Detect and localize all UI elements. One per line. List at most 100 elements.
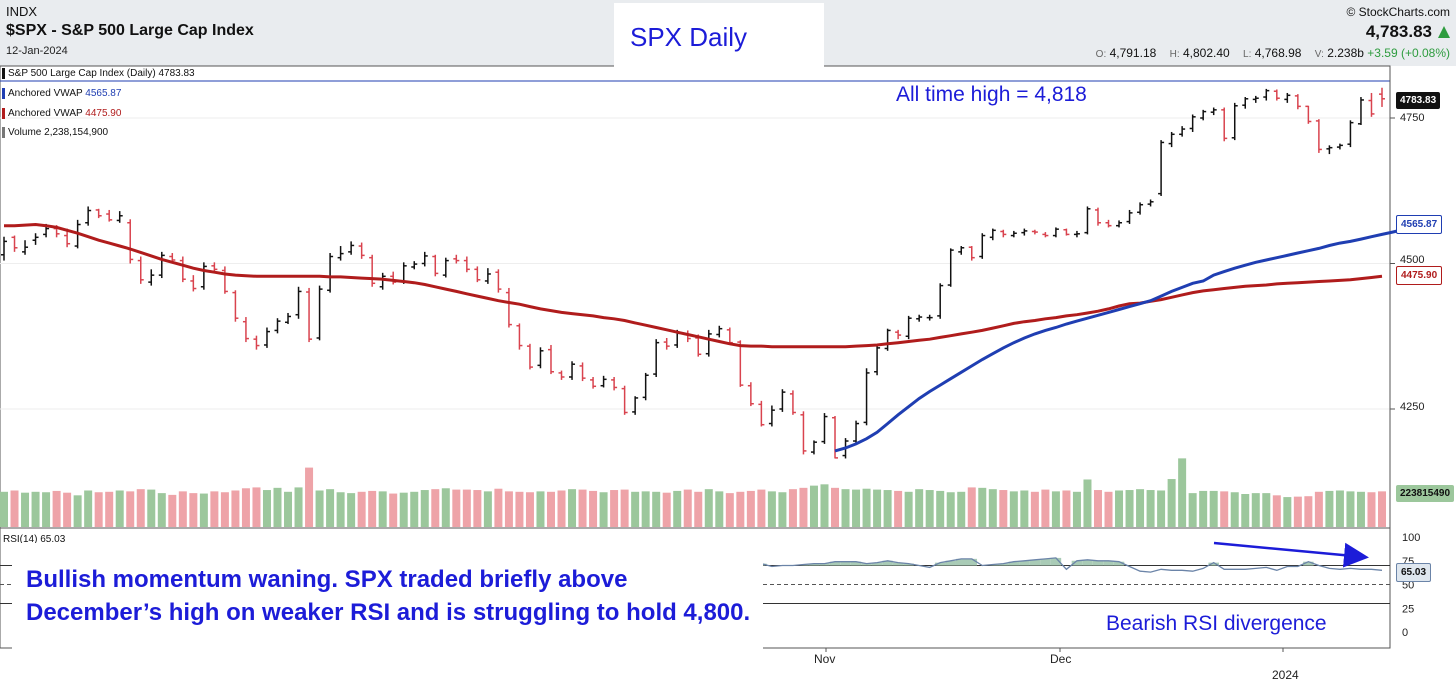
rsi-overbought-fill xyxy=(1050,557,1062,566)
volume-bar xyxy=(1030,491,1039,527)
rsi-overbought-fill xyxy=(1019,560,1030,566)
volume-bar xyxy=(915,489,924,527)
volume-bar xyxy=(894,490,903,527)
volume-bar xyxy=(126,491,135,527)
open-value: 4,791.18 xyxy=(1109,46,1157,60)
vwap-blue-tag: 4565.87 xyxy=(1396,215,1443,234)
volume-bar xyxy=(284,491,293,527)
rsi-overbought-fill xyxy=(1040,558,1051,566)
volume-bar xyxy=(452,489,461,527)
volume-bar xyxy=(1136,489,1145,527)
volume-bar xyxy=(873,489,882,527)
high-value: 4,802.40 xyxy=(1182,46,1230,60)
legend-vwap-blue: Anchored VWAP 4565.87 xyxy=(2,88,121,99)
volume-bar xyxy=(904,491,913,527)
volume-bar xyxy=(999,490,1008,527)
x-tick-label: Nov xyxy=(814,652,836,666)
rsi-overbought-fill xyxy=(840,561,851,566)
volume-bar xyxy=(31,491,40,527)
rsi-label: RSI(14) 65.03 xyxy=(3,534,66,545)
volume-bar xyxy=(399,492,408,527)
volume-bar xyxy=(1241,494,1250,527)
vwap-blue-line xyxy=(834,223,1425,453)
volume-bar xyxy=(841,489,850,527)
volume-bar xyxy=(746,490,755,527)
volume-bar xyxy=(788,489,797,527)
rsi-value-tag: 65.03 xyxy=(1396,563,1432,582)
volume-bar xyxy=(978,487,987,527)
volume-bar xyxy=(1167,479,1176,527)
volume-bar xyxy=(988,489,997,527)
legend-price-text: S&P 500 Large Cap Index (Daily) 4783.83 xyxy=(8,68,195,80)
rsi-overbought-fill xyxy=(1092,560,1104,566)
all-time-high-note: All time high = 4,818 xyxy=(896,83,1087,106)
volume-bar xyxy=(483,491,492,527)
title-box: SPX Daily xyxy=(614,3,824,67)
volume-bar xyxy=(115,490,124,527)
rsi-axis-tick: 100 xyxy=(1402,532,1420,544)
volume-bar xyxy=(441,488,450,527)
momentum-note-box: Bullish momentum waning. SPX traded brie… xyxy=(12,543,763,675)
change-value: +3.59 (+0.08%) xyxy=(1367,46,1450,60)
legend-vwap-red-value: 4475.90 xyxy=(85,108,122,120)
rsi-overbought-fill xyxy=(903,563,914,566)
volume-bar xyxy=(462,489,471,527)
volume-bar xyxy=(736,491,745,527)
volume-bar xyxy=(599,492,608,527)
volume-label: V: xyxy=(1314,49,1324,60)
rsi-overbought-fill xyxy=(892,562,904,566)
volume-bar xyxy=(1115,490,1124,527)
vwap-red-line xyxy=(4,222,1383,349)
volume-bar xyxy=(420,490,429,527)
volume-bar xyxy=(694,491,703,527)
volume-bar xyxy=(1157,490,1166,527)
volume-bar xyxy=(389,493,398,527)
copyright-label: © StockCharts.com xyxy=(1346,5,1450,19)
rsi-axis-tick: 0 xyxy=(1402,627,1408,639)
volume-bar xyxy=(1146,490,1155,527)
volume-bar xyxy=(1293,496,1302,527)
volume-bar xyxy=(178,491,187,527)
volume-bar xyxy=(1125,490,1134,527)
volume-bar xyxy=(1188,493,1197,527)
volume-bar xyxy=(957,491,966,527)
volume-bar xyxy=(757,489,766,527)
volume-bar xyxy=(199,493,208,527)
volume-bar xyxy=(1178,458,1187,527)
rsi-overbought-fill xyxy=(1303,561,1314,566)
rsi-overbought-fill xyxy=(955,558,967,566)
legend-swatch-price xyxy=(2,68,5,79)
volume-bar xyxy=(1378,491,1386,527)
rsi-overbought-fill xyxy=(1071,560,1083,566)
rsi-overbought-fill xyxy=(1008,561,1020,566)
rsi-overbought-fill xyxy=(882,560,893,566)
volume-bar xyxy=(305,467,314,527)
volume-bar xyxy=(378,491,387,527)
volume-bar xyxy=(326,489,335,527)
rsi-overbought-fill xyxy=(998,563,1009,566)
rsi-axis-tick: 50 xyxy=(1402,580,1414,592)
volume-bar xyxy=(1272,495,1281,527)
volume-bar xyxy=(431,489,440,527)
rsi-overbought-fill xyxy=(1029,559,1041,566)
volume-bar xyxy=(546,491,555,527)
volume-bar xyxy=(73,495,82,527)
volume-bar xyxy=(157,493,166,527)
volume-bar xyxy=(147,489,156,527)
volume-bar xyxy=(852,489,861,527)
legend-price: S&P 500 Large Cap Index (Daily) 4783.83 xyxy=(2,68,195,79)
volume-bar xyxy=(168,494,177,527)
y-tick-label: 4750 xyxy=(1400,112,1425,124)
volume-bar xyxy=(1304,496,1313,527)
volume-bar xyxy=(52,490,61,527)
volume-bar xyxy=(347,493,356,527)
rsi-overbought-fill xyxy=(966,558,978,566)
volume-bar xyxy=(105,491,114,527)
legend-vwap-red: Anchored VWAP 4475.90 xyxy=(2,108,121,119)
x-tick-label: 2024 xyxy=(1272,668,1299,682)
low-value: 4,768.98 xyxy=(1254,46,1302,60)
volume-bar xyxy=(831,487,840,527)
volume-bar xyxy=(925,490,934,527)
volume-bar xyxy=(210,491,219,527)
volume-bar xyxy=(1083,479,1092,527)
